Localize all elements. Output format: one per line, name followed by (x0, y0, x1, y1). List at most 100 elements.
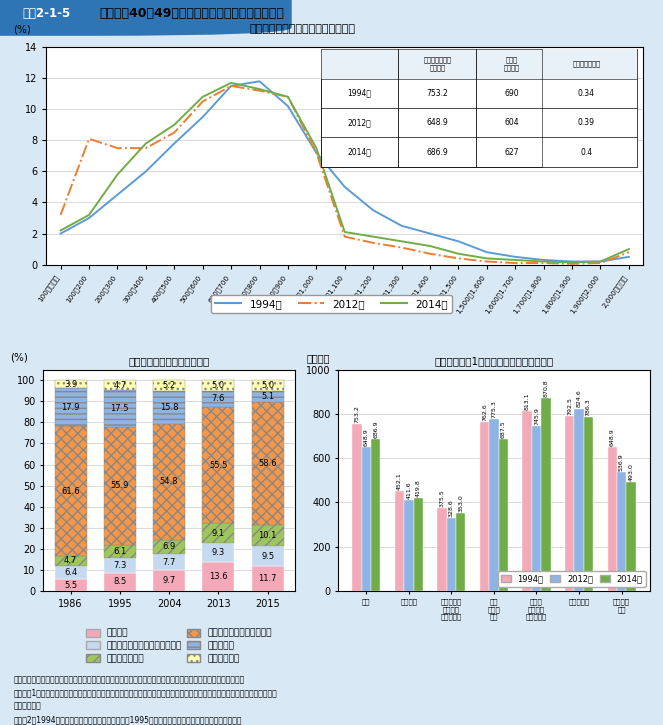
Bar (321, 138, 637, 167)
2012年 (341, 232, 349, 241)
Bar (522, 411, 532, 591)
Bar (153, 391, 185, 424)
Bar (352, 424, 361, 591)
1994年 (625, 252, 633, 261)
Bar (251, 402, 284, 525)
Text: 17.9: 17.9 (61, 403, 80, 412)
Text: 世帯主が40～49歳の世帯　世帯総所得金額の動向: 世帯主が40～49歳の世帯 世帯総所得金額の動向 (99, 7, 284, 20)
Text: 2012年: 2012年 (348, 118, 371, 127)
2014年 (341, 228, 349, 236)
Text: 5.0: 5.0 (211, 381, 225, 390)
Text: 648.9: 648.9 (426, 118, 448, 127)
2012年 (597, 259, 605, 268)
1994年 (511, 252, 519, 261)
Text: 55.9: 55.9 (111, 481, 129, 490)
Text: 686.9: 686.9 (373, 420, 378, 438)
2014年 (483, 254, 491, 262)
Text: 762.6: 762.6 (482, 403, 487, 421)
Text: 627: 627 (505, 148, 519, 157)
2012年 (284, 93, 292, 102)
Text: 9.3: 9.3 (211, 548, 225, 557)
Bar (627, 482, 636, 591)
Bar (54, 556, 87, 566)
Text: 648.9: 648.9 (364, 428, 369, 447)
Text: 648.9: 648.9 (610, 428, 615, 447)
2014年 (625, 245, 633, 254)
1994年 (312, 149, 320, 157)
Text: 4.7: 4.7 (113, 381, 127, 390)
Text: 536.9: 536.9 (619, 453, 624, 471)
2014年 (568, 258, 576, 267)
Bar (321, 49, 637, 79)
Bar (153, 554, 185, 571)
2014年 (142, 139, 150, 148)
Text: 0.34: 0.34 (578, 89, 595, 98)
2012年 (142, 144, 150, 152)
Text: 図表2-1-5: 図表2-1-5 (23, 7, 70, 20)
2012年 (398, 243, 406, 252)
Bar (532, 426, 541, 591)
Bar (404, 500, 414, 591)
Bar (251, 381, 284, 391)
2014年 (85, 210, 93, 219)
Text: 11.7: 11.7 (259, 574, 277, 583)
Bar (202, 523, 234, 542)
Text: 9.7: 9.7 (162, 576, 176, 585)
Text: 5.5: 5.5 (64, 581, 77, 589)
1994年 (540, 256, 548, 265)
2012年 (511, 259, 519, 268)
Bar (202, 380, 234, 391)
Text: 6.1: 6.1 (113, 547, 127, 555)
Bar (104, 390, 136, 427)
Bar (54, 579, 87, 591)
2014年 (398, 237, 406, 246)
Text: 6.4: 6.4 (64, 568, 77, 577)
Bar (202, 562, 234, 591)
Bar (104, 427, 136, 544)
Text: 9.5: 9.5 (261, 552, 274, 560)
Title: 世帯構造別　1世帯当たり平均総所得金額: 世帯構造別 1世帯当たり平均総所得金額 (434, 356, 554, 366)
Bar (202, 391, 234, 407)
Text: 786.3: 786.3 (586, 398, 591, 416)
Legend: 単独世帯, ひとり親と未婚の子のみの世帯, 夫婦のみの世帯, 夫婦と未婚の子のみの世帯, 三世代世帯, その他の世帯: 単独世帯, ひとり親と未婚の子のみの世帯, 夫婦のみの世帯, 夫婦と未婚の子のみ… (84, 626, 274, 666)
2014年 (540, 257, 548, 266)
Bar (480, 422, 489, 591)
Text: 328.6: 328.6 (449, 500, 454, 517)
Text: 411.6: 411.6 (406, 481, 411, 499)
Bar (202, 407, 234, 523)
Text: 10.1: 10.1 (259, 531, 276, 540)
1994年 (56, 229, 64, 238)
Text: 604: 604 (505, 118, 519, 127)
1994年 (398, 221, 406, 230)
1994年 (597, 257, 605, 266)
2012年 (568, 260, 576, 268)
2014年 (113, 170, 121, 179)
Bar (104, 558, 136, 573)
2012年 (625, 248, 633, 257)
Bar (104, 381, 136, 390)
2014年 (199, 93, 207, 102)
Text: 9.1: 9.1 (211, 529, 225, 537)
2012年 (85, 134, 93, 143)
Text: 419.8: 419.8 (416, 479, 421, 497)
Text: 7.7: 7.7 (162, 558, 176, 567)
1994年 (227, 82, 235, 91)
1994年 (568, 257, 576, 266)
2014年 (284, 93, 292, 102)
2012年 (312, 149, 320, 157)
Text: 54.8: 54.8 (160, 478, 178, 486)
Text: 8.5: 8.5 (113, 577, 127, 587)
Text: 870.8: 870.8 (543, 380, 548, 397)
Bar (489, 420, 499, 591)
2014年 (227, 78, 235, 87)
Text: 690: 690 (505, 89, 519, 98)
Bar (104, 544, 136, 558)
Bar (251, 525, 284, 546)
2012年 (56, 210, 64, 219)
Text: 353.0: 353.0 (458, 494, 463, 512)
2014年 (511, 256, 519, 265)
2014年 (170, 120, 178, 129)
2014年 (369, 232, 377, 241)
Text: 平均総所得金額
（万円）: 平均総所得金額 （万円） (423, 57, 452, 71)
Text: 0.39: 0.39 (578, 118, 595, 127)
